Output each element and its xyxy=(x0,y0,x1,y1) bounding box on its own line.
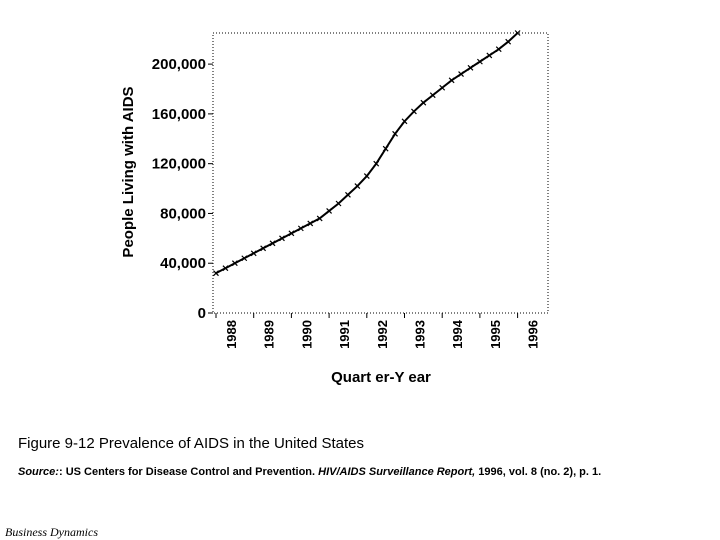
x-tick-label: 1994 xyxy=(450,319,465,349)
data-point xyxy=(335,200,342,207)
data-point xyxy=(231,260,238,267)
data-point xyxy=(429,92,436,99)
data-point xyxy=(297,225,304,232)
data-point xyxy=(382,145,389,152)
data-point xyxy=(420,99,427,106)
x-axis: 1988 1989 1990 1991 1992 1993 1994 1995 1996 xyxy=(215,313,541,349)
figure-title: Figure 9-12 Prevalence of AIDS in the Un… xyxy=(18,435,365,452)
x-tick-label: 1990 xyxy=(299,320,314,349)
x-tick-label: 1995 xyxy=(488,320,503,349)
y-tick-label: 0 xyxy=(198,305,206,322)
data-point xyxy=(213,270,219,277)
data-point xyxy=(411,108,417,115)
data-point xyxy=(279,235,285,242)
data-point xyxy=(250,250,257,257)
x-tick-label: 1992 xyxy=(375,320,390,349)
y-axis: 0 40,000 80,000 120,000 160,000 200,000 xyxy=(152,56,213,322)
y-tick-label: 120,000 xyxy=(152,156,206,173)
x-axis-label: Quart er-Y ear xyxy=(331,369,431,386)
data-point xyxy=(326,208,333,214)
data-point xyxy=(458,71,464,77)
data-point xyxy=(222,265,229,272)
data-point xyxy=(373,160,380,167)
source-agency: : US Centers for Disease Control and Pre… xyxy=(58,466,319,478)
data-point xyxy=(505,38,512,45)
x-tick-label: 1989 xyxy=(262,320,277,349)
data-point xyxy=(363,173,370,180)
data-point xyxy=(241,255,248,262)
data-point xyxy=(354,183,361,189)
x-tick-label: 1991 xyxy=(337,320,352,349)
x-tick-label: 1993 xyxy=(413,320,428,349)
source-label: Source: xyxy=(18,466,59,478)
y-tick-label: 160,000 xyxy=(152,106,206,123)
source-report: HIV/AIDS Surveillance Report, xyxy=(318,466,476,478)
data-point xyxy=(316,215,323,222)
footer-book-title: Business Dynamics xyxy=(5,525,98,539)
data-point xyxy=(288,230,295,237)
x-tick-label: 1996 xyxy=(526,320,541,349)
data-point xyxy=(439,84,446,91)
data-point xyxy=(401,118,408,125)
data-point xyxy=(495,46,502,53)
data-point xyxy=(345,191,351,198)
data-point xyxy=(448,77,455,84)
data-point xyxy=(467,64,474,71)
data-point xyxy=(392,130,398,137)
data-point-markers xyxy=(213,30,521,277)
x-tick-label: 1988 xyxy=(224,320,239,349)
data-point xyxy=(260,245,267,252)
figure-source: Source:: US Centers for Disease Control … xyxy=(18,466,601,478)
data-point xyxy=(476,58,483,65)
data-point xyxy=(307,220,314,227)
y-axis-label: People Living with AIDS xyxy=(120,86,137,257)
source-details: 1996, vol. 8 (no. 2), p. 1. xyxy=(475,466,602,478)
data-point xyxy=(486,52,493,59)
plot-frame xyxy=(212,32,549,314)
y-tick-label: 40,000 xyxy=(160,255,206,272)
data-point xyxy=(269,240,276,247)
y-tick-label: 80,000 xyxy=(160,205,206,222)
data-point xyxy=(514,30,521,36)
y-tick-label: 200,000 xyxy=(152,56,206,73)
